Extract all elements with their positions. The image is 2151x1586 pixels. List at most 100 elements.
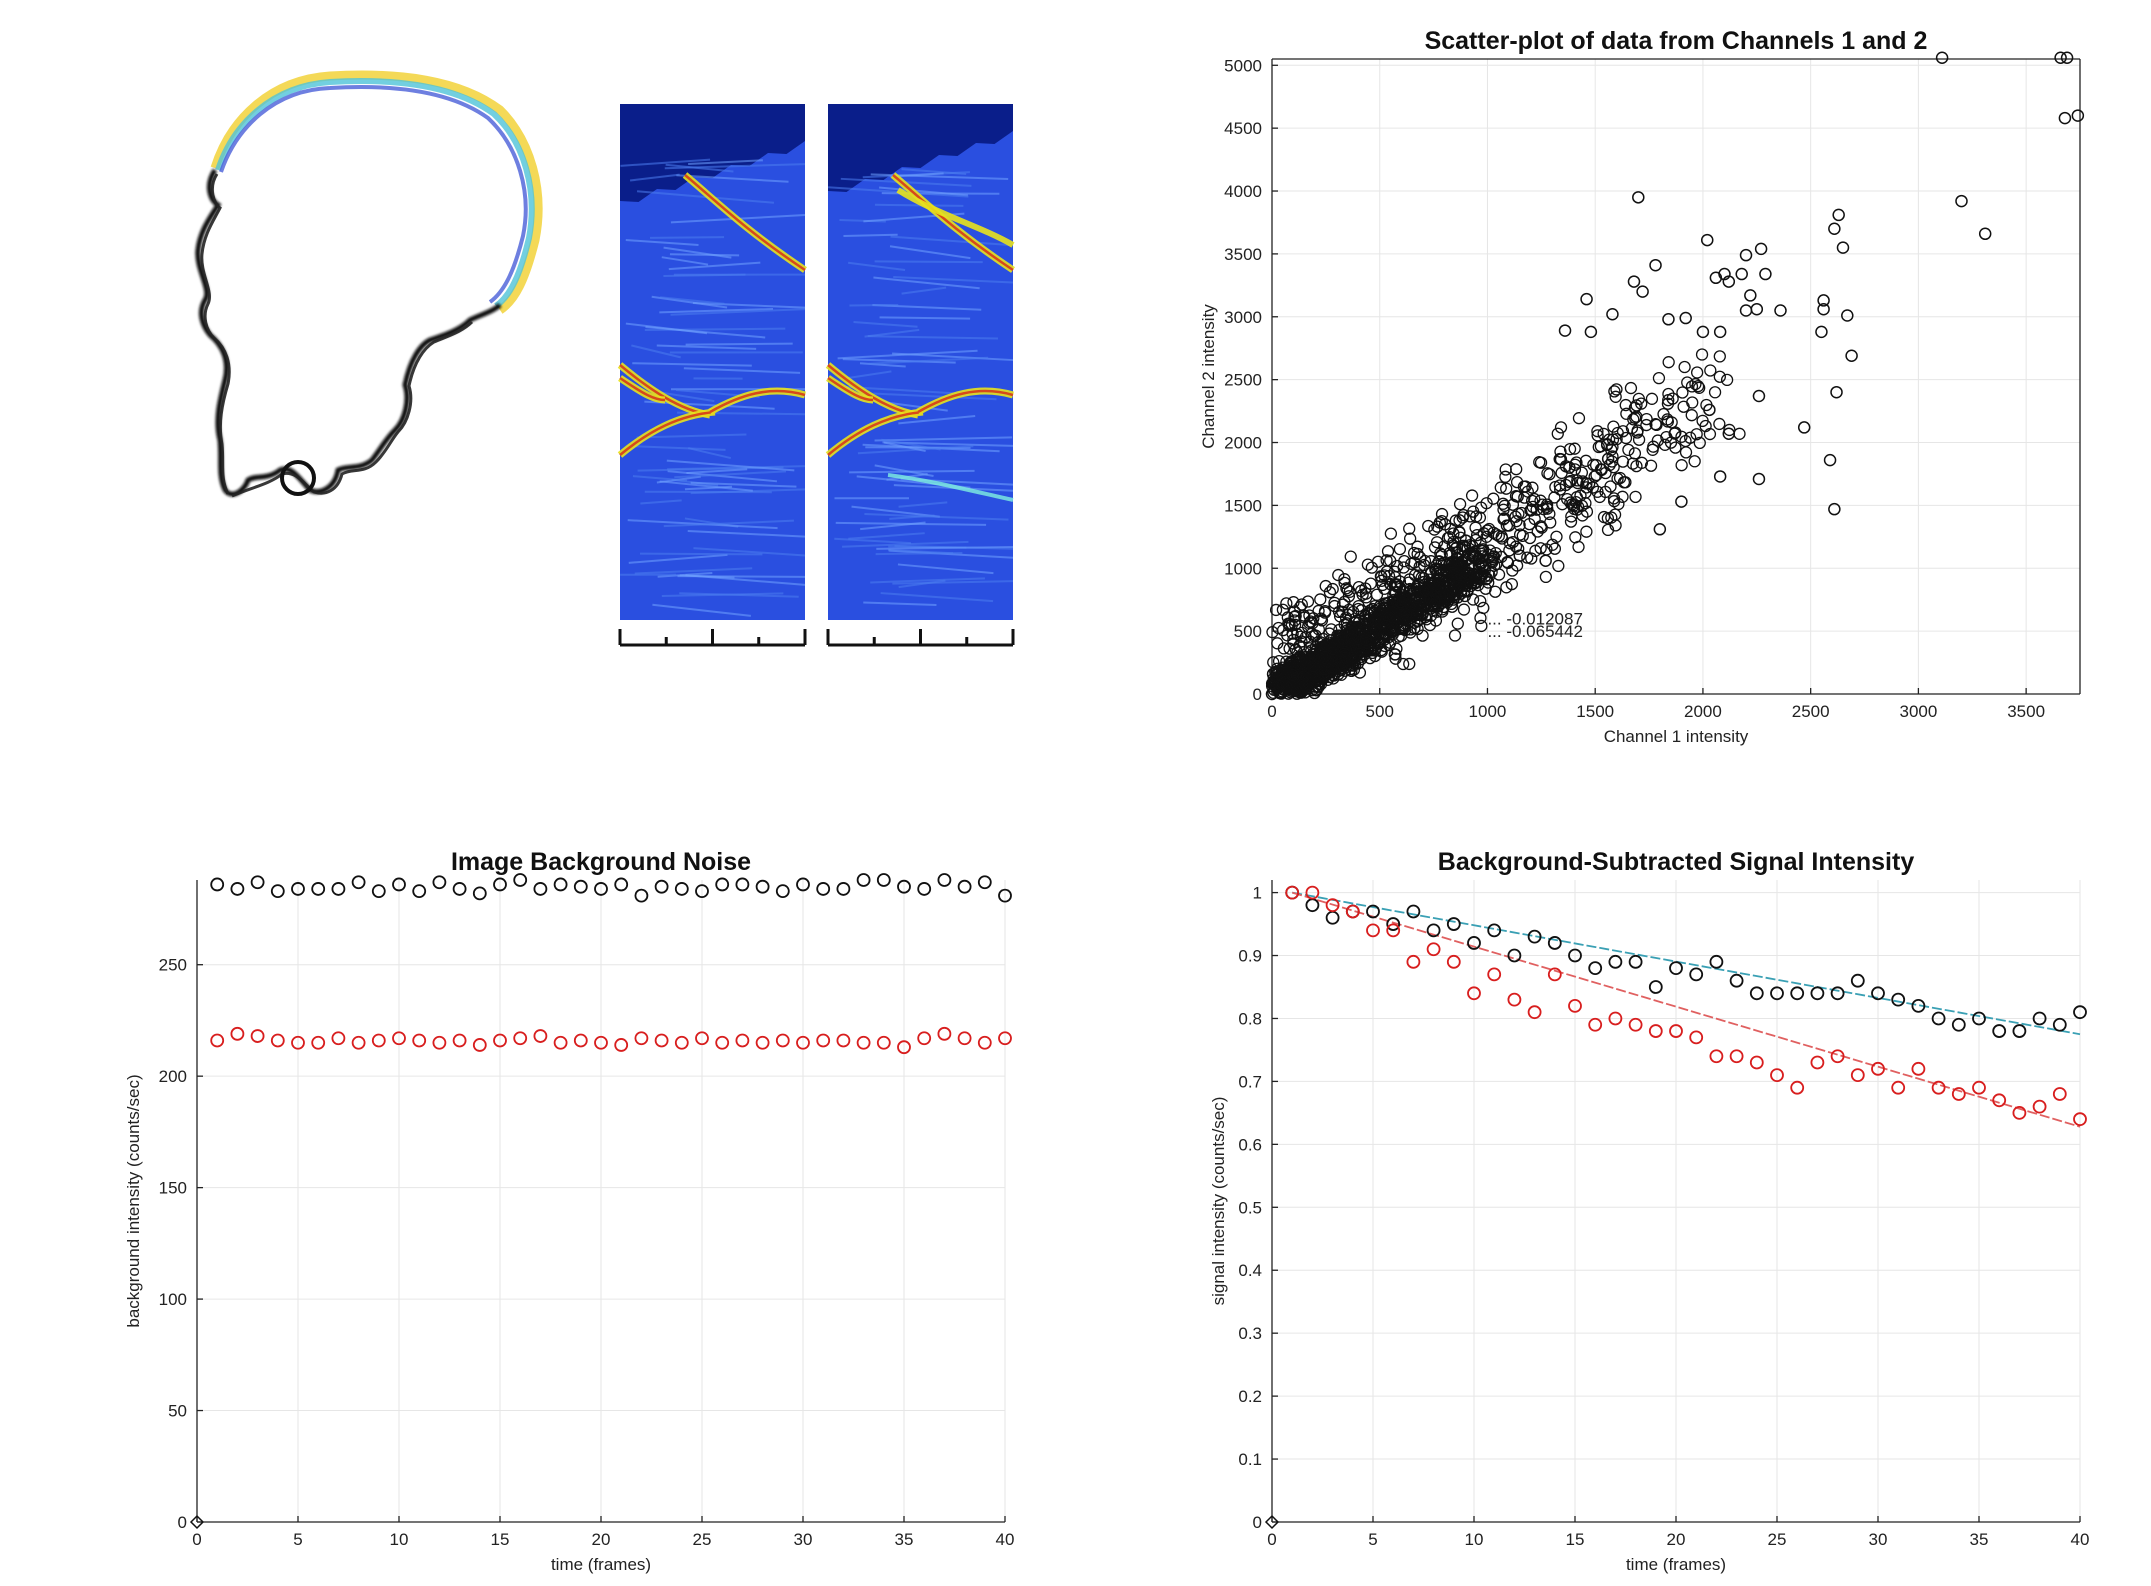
scatter-point bbox=[1754, 242, 1768, 256]
scatter-point bbox=[1635, 456, 1649, 469]
scatter-point bbox=[1445, 597, 1458, 611]
data-point bbox=[371, 884, 386, 899]
scatter-point bbox=[1534, 456, 1548, 469]
data-point bbox=[876, 1035, 891, 1050]
data-point bbox=[1850, 973, 1865, 988]
scatter-point bbox=[1336, 598, 1350, 611]
scatter-point bbox=[1575, 466, 1589, 479]
chart-title: Background-Subtracted Signal Intensity bbox=[1438, 848, 1915, 876]
scatter-point bbox=[1774, 304, 1787, 317]
scatter-point bbox=[1525, 552, 1538, 565]
scatter-point bbox=[1422, 519, 1435, 533]
scatter-point bbox=[1480, 530, 1493, 543]
data-point bbox=[2032, 1099, 2047, 1114]
data-point bbox=[957, 1031, 972, 1046]
data-point bbox=[816, 882, 831, 896]
scatter-point bbox=[1479, 582, 1492, 595]
scatter-point bbox=[1304, 615, 1317, 628]
scatter-point bbox=[1473, 511, 1487, 524]
scatter-point bbox=[1500, 581, 1513, 594]
scatter-point bbox=[1411, 614, 1424, 627]
scatter-point bbox=[1662, 356, 1675, 369]
data-point bbox=[816, 1033, 831, 1048]
data-point bbox=[1628, 954, 1643, 969]
scatter-point bbox=[1597, 427, 1610, 440]
scatter-point bbox=[1371, 555, 1385, 568]
kymograph-streak bbox=[898, 501, 948, 508]
scatter-point bbox=[1845, 349, 1858, 363]
data-point bbox=[1689, 1030, 1704, 1045]
data-point bbox=[1406, 904, 1421, 919]
scatter-point bbox=[1689, 377, 1702, 391]
scatter-point bbox=[1601, 452, 1615, 466]
data-point bbox=[1972, 1080, 1986, 1095]
kymograph-streak bbox=[881, 438, 941, 451]
scatter-point bbox=[1550, 530, 1563, 543]
scatter-point bbox=[1594, 463, 1608, 476]
kymograph-streak bbox=[889, 245, 971, 260]
scatter-point bbox=[1675, 495, 1688, 508]
scatter-point bbox=[1554, 445, 1567, 458]
scatter-point bbox=[1318, 662, 1331, 676]
data-point bbox=[1406, 954, 1421, 969]
kymograph-streak bbox=[901, 286, 947, 295]
kymograph-track-core bbox=[709, 389, 806, 414]
scatter-point bbox=[1287, 678, 1301, 691]
y-tick-label: 1000 bbox=[1224, 559, 1262, 578]
scatter-point bbox=[1290, 685, 1304, 698]
scatter-point bbox=[1817, 302, 1830, 316]
scatter-point bbox=[1466, 593, 1480, 606]
data-point bbox=[311, 1035, 326, 1050]
scatter-point bbox=[1286, 627, 1299, 640]
data-point bbox=[836, 1033, 851, 1048]
scatter-point bbox=[1280, 597, 1293, 610]
scatter-point bbox=[1515, 506, 1528, 520]
scatter-point bbox=[1568, 458, 1582, 471]
scatter-point bbox=[1424, 555, 1438, 568]
data-point bbox=[1749, 1055, 1764, 1070]
data-point bbox=[836, 882, 851, 896]
y-tick-label: 250 bbox=[159, 956, 187, 975]
scatter-point bbox=[1436, 605, 1449, 618]
scatter-point bbox=[1613, 471, 1627, 485]
scatter-point bbox=[1381, 545, 1395, 558]
scatter-point bbox=[1388, 578, 1401, 591]
data-point bbox=[695, 1031, 709, 1046]
scatter-point bbox=[1344, 550, 1357, 563]
scatter-point bbox=[1378, 633, 1391, 646]
kymograph-streak bbox=[898, 414, 976, 425]
scatter-point bbox=[1662, 387, 1675, 401]
scatter-point bbox=[1619, 431, 1633, 445]
x-tick-label: 30 bbox=[1869, 1530, 1888, 1549]
kymograph-track bbox=[887, 473, 1014, 502]
scatter-point bbox=[1403, 532, 1417, 545]
scatter-point bbox=[1568, 442, 1581, 455]
scatter-point bbox=[1610, 433, 1623, 446]
scatter-point bbox=[1272, 678, 1285, 692]
scatter-point bbox=[1325, 662, 1338, 675]
scatter-point bbox=[1449, 542, 1462, 555]
data-point bbox=[1992, 1024, 2007, 1038]
scatter-point bbox=[1367, 641, 1380, 654]
kymograph-streak bbox=[875, 552, 963, 556]
kymograph-streak bbox=[687, 529, 806, 538]
scatter-point bbox=[1616, 425, 1630, 438]
scatter-point bbox=[1432, 555, 1445, 568]
scatter-point bbox=[1434, 547, 1447, 560]
scatter-point bbox=[1353, 666, 1367, 679]
scatter-point bbox=[1352, 581, 1366, 594]
data-point bbox=[1891, 1080, 1906, 1095]
scatter-point bbox=[1415, 571, 1428, 584]
kymograph-streak bbox=[640, 499, 682, 505]
scatter-point bbox=[1438, 518, 1452, 531]
y-tick-label: 0.8 bbox=[1238, 1009, 1262, 1028]
kymograph-panels bbox=[617, 104, 1015, 647]
scatter-point bbox=[1445, 555, 1458, 569]
kymograph-streak bbox=[640, 552, 763, 556]
data-point bbox=[291, 882, 305, 896]
fit-annotation: ... -0.065442 bbox=[1487, 622, 1582, 641]
data-point bbox=[775, 1033, 790, 1048]
x-tick-label: 25 bbox=[1768, 1530, 1787, 1549]
kymograph-streak bbox=[870, 577, 985, 584]
scatter-point bbox=[1417, 606, 1430, 619]
